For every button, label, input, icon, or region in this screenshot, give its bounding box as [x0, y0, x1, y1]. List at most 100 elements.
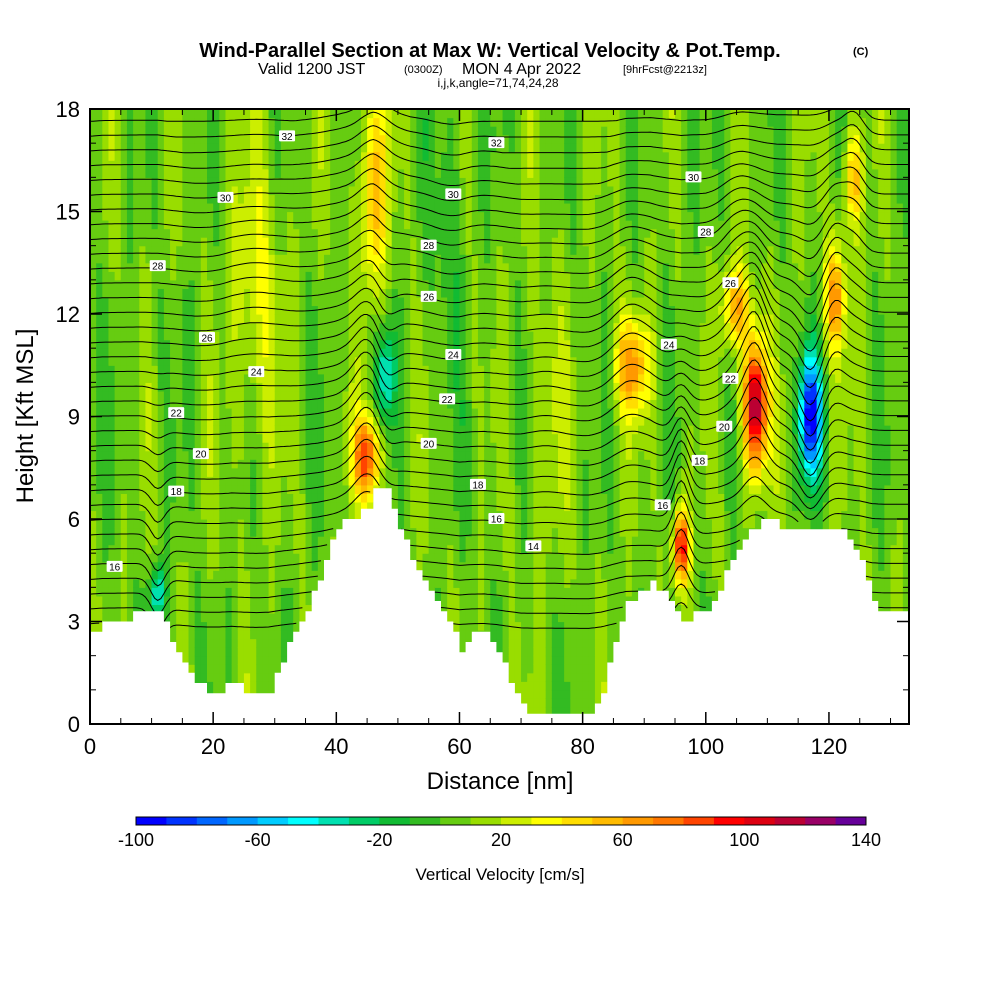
velocity-cell	[336, 365, 344, 375]
velocity-cell	[367, 237, 374, 247]
velocity-cell	[90, 168, 97, 178]
velocity-cell	[305, 143, 313, 153]
velocity-cell	[410, 271, 417, 281]
velocity-cell	[274, 296, 282, 307]
velocity-cell	[157, 348, 165, 358]
velocity-cell	[404, 339, 411, 349]
velocity-cell	[324, 151, 331, 161]
velocity-cell	[287, 442, 294, 452]
velocity-cell	[416, 185, 424, 196]
velocity-cell	[416, 561, 424, 571]
velocity-cell	[163, 245, 171, 255]
velocity-cell	[126, 587, 134, 597]
velocity-cell	[237, 126, 245, 136]
velocity-cell	[163, 288, 171, 298]
velocity-cell	[237, 382, 245, 392]
velocity-cell	[200, 109, 208, 119]
velocity-cell	[317, 553, 325, 563]
velocity-cell	[274, 587, 282, 597]
velocity-cell	[484, 348, 491, 358]
velocity-cell	[354, 254, 362, 264]
velocity-cell	[163, 510, 171, 520]
velocity-cell	[194, 126, 202, 136]
velocity-cell	[379, 305, 387, 315]
velocity-cell	[441, 168, 448, 178]
velocity-cell	[287, 271, 294, 281]
velocity-cell	[324, 211, 331, 221]
velocity-cell	[373, 365, 381, 375]
velocity-cell	[120, 493, 128, 503]
velocity-cell	[188, 126, 196, 136]
velocity-cell	[176, 271, 183, 281]
velocity-cell	[182, 467, 190, 477]
velocity-cell	[237, 630, 245, 640]
velocity-cell	[348, 425, 356, 435]
velocity-cell	[90, 279, 97, 289]
velocity-cell	[268, 578, 276, 588]
velocity-cell	[465, 390, 473, 401]
velocity-cell	[428, 331, 436, 341]
velocity-cell	[243, 322, 251, 332]
velocity-cell	[490, 612, 498, 623]
velocity-cell	[441, 407, 448, 418]
velocity-cell	[404, 262, 411, 272]
velocity-cell	[391, 467, 399, 477]
velocity-cell	[102, 339, 110, 349]
velocity-cell	[188, 604, 196, 614]
velocity-cell	[126, 407, 134, 418]
velocity-cell	[348, 459, 356, 469]
velocity-cell	[237, 561, 245, 571]
velocity-cell	[200, 604, 208, 614]
velocity-cell	[342, 382, 350, 392]
velocity-cell	[404, 177, 411, 187]
velocity-cell	[490, 425, 498, 435]
velocity-cell	[441, 185, 448, 196]
velocity-cell	[379, 407, 387, 418]
velocity-cell	[508, 510, 516, 520]
velocity-cell	[207, 501, 214, 512]
velocity-cell	[311, 373, 319, 383]
velocity-cell	[90, 348, 97, 358]
velocity-cell	[336, 296, 344, 307]
velocity-cell	[360, 416, 368, 426]
velocity-cell	[237, 399, 245, 409]
velocity-cell	[404, 365, 411, 375]
velocity-cell	[237, 365, 245, 375]
velocity-cell	[391, 476, 399, 486]
velocity-cell	[465, 493, 473, 503]
velocity-cell	[188, 245, 196, 255]
velocity-cell	[151, 194, 159, 204]
velocity-cell	[317, 356, 325, 366]
velocity-cell	[471, 339, 479, 349]
velocity-cell	[133, 467, 140, 477]
velocity-cell	[157, 484, 165, 494]
velocity-cell	[441, 442, 448, 452]
velocity-cell	[441, 109, 448, 119]
velocity-cell	[287, 630, 294, 640]
velocity-cell	[311, 262, 319, 272]
velocity-cell	[410, 228, 417, 238]
velocity-cell	[157, 126, 165, 136]
velocity-cell	[231, 467, 239, 477]
velocity-cell	[120, 228, 128, 238]
velocity-cell	[465, 296, 473, 307]
velocity-cell	[213, 595, 220, 606]
velocity-cell	[330, 194, 337, 204]
velocity-cell	[360, 177, 368, 187]
velocity-cell	[471, 314, 479, 324]
velocity-cell	[447, 570, 454, 580]
velocity-cell	[293, 339, 300, 349]
velocity-cell	[194, 228, 202, 238]
velocity-cell	[213, 331, 220, 341]
velocity-cell	[120, 279, 128, 289]
velocity-cell	[243, 493, 251, 503]
velocity-cell	[367, 348, 374, 358]
velocity-cell	[385, 271, 393, 281]
velocity-cell	[170, 348, 177, 358]
velocity-cell	[188, 433, 196, 443]
velocity-cell	[126, 510, 134, 520]
velocity-cell	[200, 493, 208, 503]
velocity-cell	[490, 109, 498, 119]
velocity-cell	[293, 331, 300, 341]
velocity-cell	[194, 288, 202, 298]
